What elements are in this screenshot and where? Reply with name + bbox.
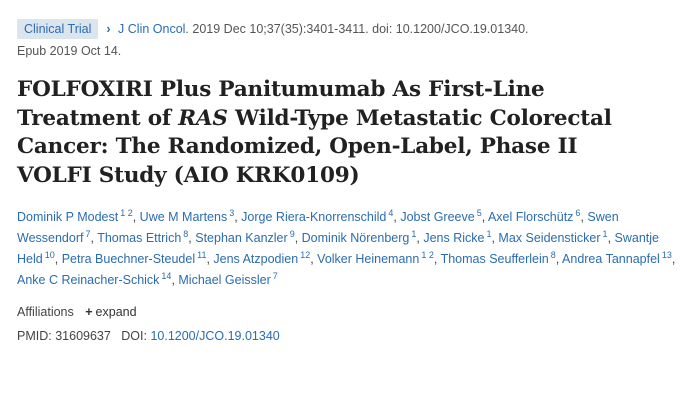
author-separator: , [54, 252, 62, 266]
affiliation-number[interactable]: 1 [486, 228, 492, 239]
article-header: Clinical Trial › J Clin Oncol. 2019 Dec 1… [17, 18, 688, 346]
affiliation-number[interactable]: 12 [300, 249, 311, 260]
pmid-label: PMID: [17, 329, 52, 343]
affiliation-number[interactable]: 7 [85, 228, 91, 239]
author-link[interactable]: Jens Atzpodien [213, 252, 299, 266]
author-separator: , [671, 252, 676, 266]
author-separator: , [310, 252, 318, 266]
affiliation-number[interactable]: 5 [476, 207, 482, 218]
author-separator: , [294, 231, 302, 245]
author-separator: , [90, 231, 98, 245]
title-italic: RAS [178, 105, 228, 131]
author-link[interactable]: Stephan Kanzler [195, 231, 288, 245]
affiliation-number[interactable]: 14 [161, 270, 172, 281]
identifiers-row: PMID: 31609637 DOI: 10.1200/JCO.19.01340 [17, 326, 688, 346]
author-link[interactable]: Jorge Riera-Knorrenschild [241, 210, 387, 224]
title-part-1: FOLFOXIRI Plus Panitumumab As First-Line… [17, 77, 545, 131]
author-separator: , [234, 210, 242, 224]
affiliations-label: Affiliations [17, 305, 74, 319]
author-link[interactable]: Michael Geissler [178, 273, 271, 287]
author-separator: , [433, 252, 441, 266]
author-link[interactable]: Jens Ricke [423, 231, 485, 245]
affiliation-number[interactable]: 11 [197, 249, 207, 260]
author-separator: , [607, 231, 615, 245]
affiliations-row: Affiliations + expand [17, 302, 688, 322]
affiliation-number[interactable]: 3 [229, 207, 235, 218]
pmid-value: 31609637 [55, 329, 111, 343]
author-link[interactable]: Petra Buechner-Steudel [61, 252, 196, 266]
author-link[interactable]: Dominik Nörenberg [301, 231, 410, 245]
author-separator: , [580, 210, 588, 224]
affiliation-number[interactable]: 9 [289, 228, 295, 239]
citation-text: 2019 Dec 10;37(35):3401-3411. doi: 10.12… [192, 22, 529, 36]
citation-line: Clinical Trial › J Clin Oncol. 2019 Dec 1… [17, 18, 688, 40]
author-separator: , [491, 231, 499, 245]
author-link[interactable]: Swantje Held [17, 231, 659, 266]
title-part-2: Wild-Type Metastatic Colorectal Cancer: … [17, 105, 612, 188]
author-link[interactable]: Swen Wessendorf [17, 210, 619, 245]
affiliation-number[interactable]: 6 [575, 207, 581, 218]
author-link[interactable]: Thomas Seufferlein [440, 252, 549, 266]
affiliation-number[interactable]: 4 [388, 207, 394, 218]
doi-link[interactable]: 10.1200/JCO.19.01340 [150, 329, 280, 343]
affiliation-number[interactable]: 1 [411, 228, 417, 239]
author-separator: , [416, 231, 424, 245]
affiliation-number[interactable]: 1 2 [421, 249, 434, 260]
doi-label: DOI: [121, 329, 147, 343]
plus-icon: + [85, 305, 93, 319]
affiliation-number[interactable]: 1 2 [120, 207, 133, 218]
author-separator: , [206, 252, 214, 266]
author-link[interactable]: Andrea Tannapfel [562, 252, 660, 266]
epub-date: Epub 2019 Oct 14. [17, 44, 122, 58]
affiliations-expand-button[interactable]: + expand [85, 305, 136, 319]
affiliation-number[interactable]: 13 [661, 249, 672, 260]
expand-label: expand [95, 305, 137, 319]
journal-link[interactable]: J Clin Oncol. [118, 22, 189, 36]
affiliation-number[interactable]: 8 [183, 228, 189, 239]
affiliation-number[interactable]: 8 [550, 249, 556, 260]
author-link[interactable]: Max Seidensticker [498, 231, 601, 245]
clinical-trial-badge[interactable]: Clinical Trial [17, 19, 99, 39]
author-link[interactable]: Uwe M Martens [139, 210, 228, 224]
author-list: Dominik P Modest 1 2, Uwe M Martens 3, Jor… [17, 207, 677, 291]
author-separator: , [393, 210, 401, 224]
affiliation-number[interactable]: 7 [272, 270, 278, 281]
author-link[interactable]: Dominik P Modest [17, 210, 119, 224]
author-separator: , [555, 252, 563, 266]
author-separator: , [481, 210, 488, 224]
affiliation-number[interactable]: 10 [44, 249, 55, 260]
author-link[interactable]: Jobst Greeve [400, 210, 475, 224]
article-title: FOLFOXIRI Plus Panitumumab As First-Line… [17, 76, 657, 190]
author-separator: , [171, 273, 179, 287]
author-link[interactable]: Anke C Reinacher-Schick [17, 273, 160, 287]
chevron-right-icon: › [106, 22, 111, 36]
affiliation-number[interactable]: 1 [602, 228, 608, 239]
author-link[interactable]: Axel Florschütz [487, 210, 574, 224]
author-separator: , [188, 231, 196, 245]
author-link[interactable]: Volker Heinemann [317, 252, 420, 266]
author-separator: , [132, 210, 140, 224]
author-link[interactable]: Thomas Ettrich [97, 231, 182, 245]
